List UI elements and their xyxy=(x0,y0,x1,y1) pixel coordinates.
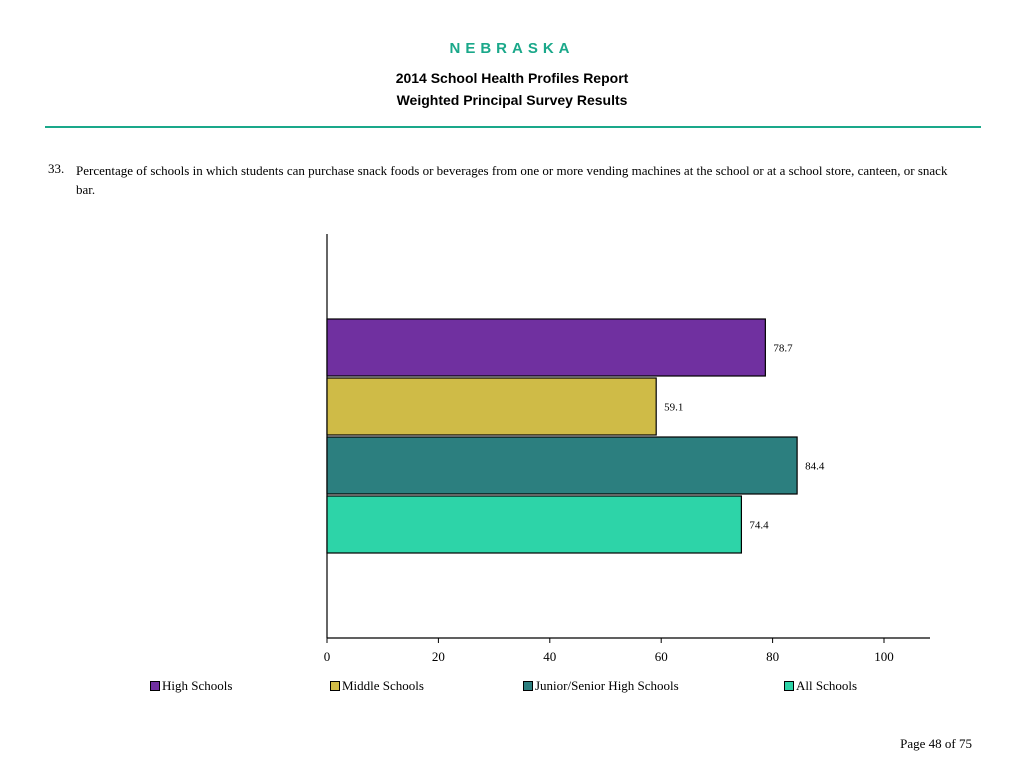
bar-junior-senior-high-schools xyxy=(326,436,798,495)
x-tick-label: 20 xyxy=(432,649,445,664)
bar-high-schools xyxy=(326,318,766,377)
x-tick-label: 0 xyxy=(324,649,331,664)
bar-value-label: 84.4 xyxy=(805,461,825,473)
x-tick-label: 100 xyxy=(874,649,894,664)
legend-label: Middle Schools xyxy=(342,678,424,693)
legend-item-high-schools: High Schools xyxy=(150,678,232,694)
x-tick-label: 40 xyxy=(543,649,556,664)
legend-swatch xyxy=(784,681,794,691)
header-divider xyxy=(45,126,981,128)
legend-item-junior-senior-high-schools: Junior/Senior High Schools xyxy=(523,678,679,694)
report-subtitle: Weighted Principal Survey Results xyxy=(396,92,628,108)
legend-label: Junior/Senior High Schools xyxy=(535,678,679,693)
legend-item-middle-schools: Middle Schools xyxy=(330,678,424,694)
legend-label: High Schools xyxy=(162,678,233,693)
bar-value-label: 74.4 xyxy=(749,520,769,532)
legend-swatch xyxy=(330,681,340,691)
bar-middle-schools xyxy=(326,377,657,436)
question-number: 33. xyxy=(48,161,65,176)
bar-value-label: 59.1 xyxy=(664,402,683,414)
state-title: NEBRASKA xyxy=(449,40,575,57)
bar-value-label: 78.7 xyxy=(773,343,793,355)
question-text: Percentage of schools in which students … xyxy=(76,163,948,197)
legend-label: All Schools xyxy=(796,678,858,693)
page-number: Page 48 of 75 xyxy=(900,736,972,751)
legend-swatch xyxy=(523,681,533,691)
x-tick-label: 80 xyxy=(766,649,779,664)
bar-all-schools xyxy=(326,495,743,554)
legend-swatch xyxy=(150,681,160,691)
x-tick-label: 60 xyxy=(655,649,668,664)
legend-item-all-schools: All Schools xyxy=(784,678,857,694)
report-title: 2014 School Health Profiles Report xyxy=(395,70,629,86)
